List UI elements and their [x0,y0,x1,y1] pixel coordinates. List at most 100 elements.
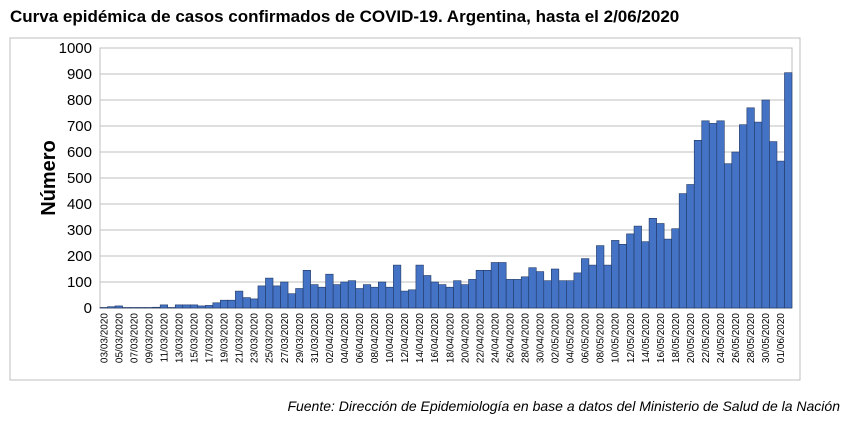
bar [671,228,680,309]
bar [769,141,778,309]
x-tick-label: 27/03/2020 [280,313,291,363]
x-tick-label: 26/05/2020 [731,313,742,363]
y-axis-label: Número [38,140,60,216]
x-tick-label: 29/03/2020 [295,313,306,363]
y-tick-label: 800 [67,92,92,109]
bar [385,286,394,309]
bar [250,298,259,309]
x-tick-label: 21/03/2020 [235,313,246,363]
bar [746,107,755,309]
bar [626,233,635,309]
bar [189,304,199,309]
y-tick-label: 0 [84,300,92,317]
bar [686,184,695,309]
x-tick-label: 06/05/2020 [581,313,592,363]
y-tick-label: 500 [67,170,92,187]
x-tick-label: 04/05/2020 [566,313,577,363]
bar [603,264,612,309]
bar [400,290,409,309]
bar [242,297,251,309]
bar [588,264,597,309]
bar [693,140,703,309]
x-tick-label: 10/04/2020 [385,313,396,363]
bar [144,307,153,309]
bar [317,286,326,309]
bar [310,284,319,309]
bar [716,120,725,309]
bar [159,304,168,309]
bar [739,124,748,309]
x-tick-label: 19/03/2020 [220,313,231,363]
chart-frame [9,37,801,381]
bar [761,99,770,309]
bar [378,281,387,309]
bar [257,285,266,309]
bar [152,306,161,309]
y-tick-label: 1000 [59,40,92,57]
source-note: Fuente: Dirección de Epidemiología en ba… [287,398,840,414]
bar [272,285,281,309]
y-tick-label: 700 [67,118,92,135]
x-tick-label: 12/05/2020 [626,313,637,363]
x-tick-label: 09/03/2020 [144,313,155,363]
bar [212,302,221,309]
x-tick-label: 05/03/2020 [114,313,125,363]
bar [513,279,522,309]
x-tick-label: 30/04/2020 [536,313,547,363]
bar [724,163,733,309]
x-tick-label: 11/03/2020 [159,313,170,363]
y-tick-label: 900 [67,66,92,83]
bar [573,272,582,309]
bar [731,151,740,309]
x-tick-label: 23/03/2020 [250,313,261,363]
x-tick-label: 10/05/2020 [611,313,622,363]
x-tick-label: 12/04/2020 [400,313,411,363]
chart-title: Curva epidémica de casos confirmados de … [10,7,679,26]
bar [460,284,469,309]
bar [784,72,793,309]
bar [528,267,537,309]
bar [581,258,590,309]
x-tick-label: 17/03/2020 [205,313,216,363]
x-tick-label: 01/06/2020 [776,313,787,363]
bar [551,268,560,309]
x-tick-label: 14/05/2020 [641,313,652,363]
bar [182,304,191,309]
bar [174,304,184,309]
bar [430,281,439,309]
x-tick-label: 20/04/2020 [460,313,471,363]
x-tick-label: 31/03/2020 [310,313,321,363]
bar [302,269,311,309]
x-tick-label: 18/05/2020 [671,313,682,363]
bar [227,299,236,309]
bar [468,279,477,309]
bar [445,286,454,309]
bar [641,241,650,309]
bar [129,307,138,309]
bar [332,284,341,309]
bar [776,160,785,309]
x-tick-label: 28/04/2020 [520,313,531,363]
x-tick-label: 22/04/2020 [475,313,486,363]
bar [408,289,417,309]
bar [235,290,244,309]
bar [325,273,334,309]
x-tick-label: 26/04/2020 [505,313,516,363]
x-tick-label: 22/05/2020 [701,313,712,363]
x-tick-label: 24/05/2020 [716,313,727,363]
bar [347,280,357,309]
x-tick-label: 28/05/2020 [746,313,757,363]
bar [122,307,131,309]
x-tick-label: 02/05/2020 [551,313,562,363]
y-tick-label: 400 [67,196,92,213]
x-tick-label: 25/03/2020 [265,313,276,363]
bar [543,280,552,309]
bar [114,305,123,309]
y-tick-label: 200 [67,248,92,265]
bar [355,288,364,309]
x-tick-label: 04/04/2020 [340,313,351,363]
y-tick-label: 100 [67,274,92,291]
bar [596,245,605,309]
x-tick-label: 15/03/2020 [190,313,201,363]
